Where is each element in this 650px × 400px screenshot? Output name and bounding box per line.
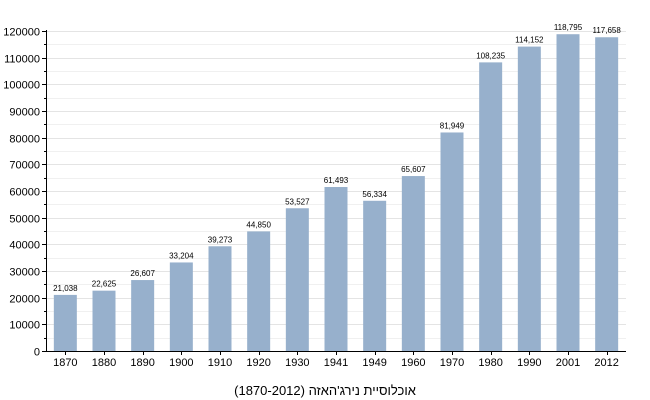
x-axis-ticks: 1870 1880 1890 1900 1910 1920 1930 1941 1949 1960… (53, 351, 619, 369)
bar-1880 (92, 290, 116, 351)
data-label-1890: 26,607 (130, 269, 155, 278)
x-tick-label: 2012 (594, 357, 618, 369)
x-tick-label: 1970 (440, 357, 464, 369)
data-label-1949: 56,334 (362, 190, 387, 199)
x-tick-label: 1900 (169, 357, 193, 369)
population-bar-chart: 0 10000 20000 30000 40000 50000 60000 70000 8000… (3, 23, 626, 369)
y-tick-label: 100000 (3, 80, 40, 92)
bars (53, 34, 619, 352)
data-label-1900: 33,204 (169, 251, 194, 260)
x-tick-label: 1880 (92, 357, 116, 369)
data-label-1910: 39,273 (208, 235, 233, 244)
y-axis-ticks: 0 10000 20000 30000 40000 50000 60000 70000 8000… (3, 27, 46, 359)
bar-1920 (247, 231, 271, 351)
data-label-1960: 65,607 (401, 165, 426, 174)
x-tick-label: 1890 (130, 357, 154, 369)
x-tick-label: 1910 (208, 357, 232, 369)
data-label-2001: 118,795 (554, 23, 583, 32)
bar-1949 (363, 200, 387, 351)
y-tick-label: 90000 (9, 107, 40, 119)
bar-1980 (479, 62, 503, 352)
y-tick-label: 30000 (9, 267, 40, 279)
y-tick-label: 80000 (9, 134, 40, 146)
x-tick-label: 1941 (324, 357, 348, 369)
y-tick-label: 110000 (4, 54, 40, 66)
bar-1910 (208, 246, 232, 351)
data-label-1930: 53,527 (285, 197, 310, 206)
data-label-1990: 114,152 (515, 36, 544, 45)
bar-2001 (556, 34, 580, 352)
bar-1900 (169, 262, 193, 351)
y-tick-label: 120000 (3, 27, 40, 39)
x-tick-label: 1960 (401, 357, 425, 369)
bar-2012 (595, 37, 619, 352)
y-tick-label: 10000 (9, 320, 40, 332)
x-tick-label: 1980 (478, 357, 502, 369)
data-label-1920: 44,850 (246, 220, 271, 229)
bar-1990 (517, 46, 541, 351)
x-tick-label: 1930 (285, 357, 309, 369)
bar-1960 (401, 176, 425, 351)
data-label-2012: 117,658 (593, 26, 622, 35)
bar-1970 (440, 132, 464, 351)
x-tick-label: 1920 (246, 357, 270, 369)
y-tick-label: 60000 (9, 187, 40, 199)
data-label-1880: 22,625 (92, 280, 117, 289)
y-tick-label: 0 (34, 347, 40, 359)
bar-1870 (53, 294, 77, 351)
y-tick-label: 50000 (9, 214, 40, 226)
bar-1890 (131, 280, 155, 351)
bar-1941 (324, 187, 348, 351)
y-tick-label: 70000 (9, 160, 40, 172)
x-tick-label: 2001 (556, 357, 580, 369)
data-labels: 21,038 22,625 26,607 33,204 39,273 44,850 53,5… (53, 23, 621, 293)
data-label-1870: 21,038 (53, 284, 78, 293)
y-tick-label: 20000 (9, 294, 40, 306)
x-tick-label: 1870 (53, 357, 77, 369)
bar-1930 (285, 208, 309, 351)
x-tick-label: 1990 (517, 357, 541, 369)
chart-caption: אוכלוסיית נירג'האזה (1870-2012) (234, 383, 416, 398)
data-label-1980: 108,235 (476, 51, 505, 60)
data-label-1941: 61,493 (324, 176, 349, 185)
y-tick-label: 40000 (9, 240, 40, 252)
data-label-1970: 81,949 (440, 121, 465, 130)
x-tick-label: 1949 (362, 357, 386, 369)
